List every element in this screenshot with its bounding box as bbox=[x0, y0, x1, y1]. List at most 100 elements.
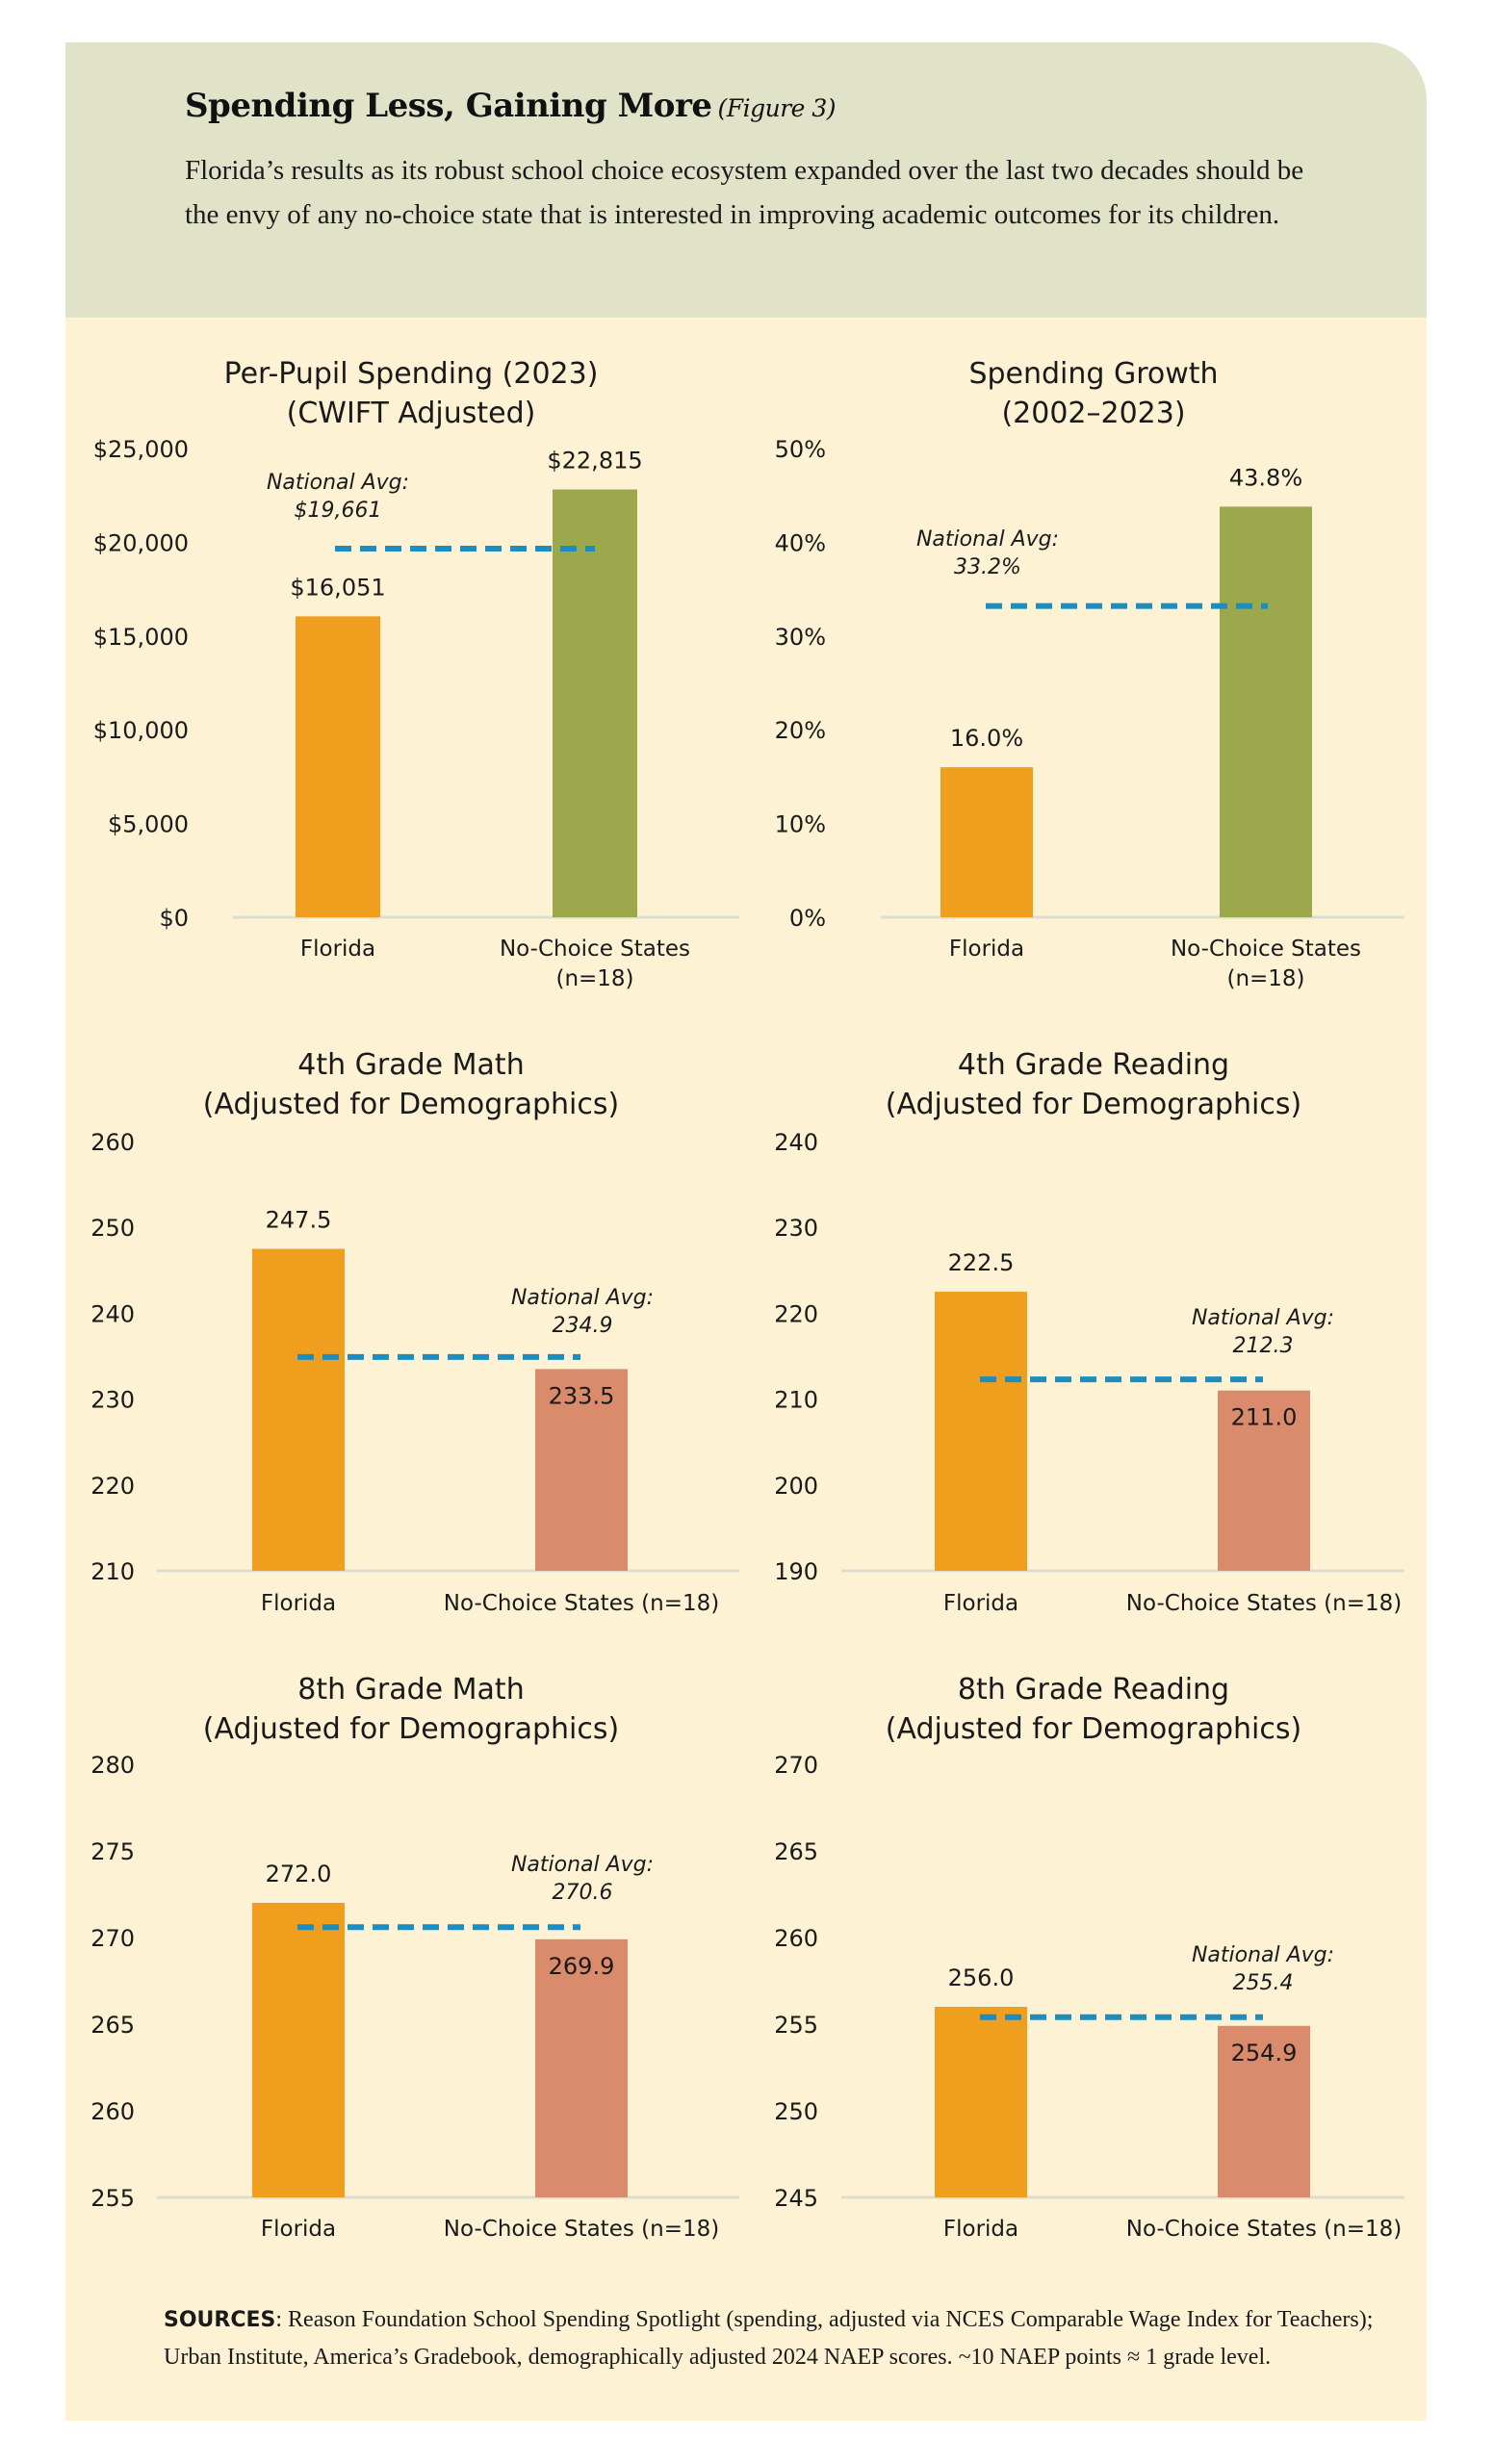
bar-value-label: 256.0 bbox=[948, 1964, 1015, 1991]
national-avg-label: National Avg: bbox=[1192, 1306, 1334, 1330]
x-category-label: Florida bbox=[261, 1591, 336, 1616]
x-category-label: No-Choice States (n=18) bbox=[444, 2217, 719, 2242]
chart-1: Spending Growth (2002–2023) 0% 10% 20% 30% 40%… bbox=[775, 357, 1404, 991]
bar-florida bbox=[252, 1903, 345, 2197]
y-tick-label: 220 bbox=[90, 1473, 135, 1500]
chart-3: 4th Grade Reading (Adjusted for Demograph… bbox=[774, 1048, 1404, 1616]
sources-text: : Reason Foundation School Spending Spot… bbox=[164, 2307, 1374, 2370]
bar-no-choice bbox=[1218, 2025, 1310, 2197]
chart-title: 4th Grade Reading bbox=[958, 1048, 1229, 1082]
chart-0: Per-Pupil Spending (2023) (CWIFT Adjusted… bbox=[93, 357, 739, 991]
chart-title: Spending Growth bbox=[968, 357, 1218, 391]
y-tick-label: 280 bbox=[90, 1752, 135, 1779]
y-tick-label: 260 bbox=[90, 2098, 135, 2125]
national-avg-label: $19,661 bbox=[295, 499, 382, 523]
bar-florida bbox=[935, 1292, 1027, 1571]
bar-value-label: 272.0 bbox=[266, 1861, 332, 1887]
y-tick-label: 260 bbox=[774, 1925, 818, 1952]
x-category-label: Florida bbox=[943, 2217, 1018, 2242]
chart-5: 8th Grade Reading (Adjusted for Demograph… bbox=[774, 1673, 1404, 2242]
national-avg-label: National Avg: bbox=[511, 1286, 654, 1310]
y-tick-label: 200 bbox=[774, 1473, 818, 1500]
bar-value-label: 254.9 bbox=[1231, 2040, 1298, 2066]
y-tick-label: 270 bbox=[774, 1752, 818, 1779]
x-category-label: (n=18) bbox=[1226, 966, 1304, 991]
y-tick-label: 260 bbox=[90, 1129, 135, 1156]
x-category-label: No-Choice States (n=18) bbox=[1126, 2217, 1402, 2242]
y-tick-label: 240 bbox=[774, 1129, 818, 1156]
chart-4: 8th Grade Math (Adjusted for Demographics… bbox=[90, 1673, 739, 2242]
y-tick-label: 190 bbox=[774, 1558, 818, 1585]
chart-title: 8th Grade Math bbox=[297, 1673, 524, 1707]
national-avg-label: National Avg: bbox=[267, 471, 409, 495]
bar-value-label: 211.0 bbox=[1231, 1404, 1298, 1431]
national-avg-label: 212.3 bbox=[1233, 1334, 1294, 1358]
chart-title: (Adjusted for Demographics) bbox=[203, 1712, 619, 1746]
bar-value-label: 16.0% bbox=[950, 725, 1023, 752]
national-avg-label: 270.6 bbox=[553, 1881, 613, 1905]
bar-no-choice bbox=[535, 1938, 628, 2197]
x-category-label: Florida bbox=[261, 2217, 336, 2242]
y-tick-label: $25,000 bbox=[93, 436, 189, 463]
y-tick-label: 220 bbox=[774, 1300, 818, 1327]
bar-value-label: 222.5 bbox=[948, 1249, 1015, 1276]
y-tick-label: 270 bbox=[90, 1925, 135, 1952]
chart-title: (Adjusted for Demographics) bbox=[886, 1712, 1301, 1746]
bar-no-choice bbox=[1218, 1390, 1310, 1571]
chart-title: 4th Grade Math bbox=[297, 1048, 524, 1082]
x-category-label: Florida bbox=[300, 937, 375, 962]
y-tick-label: $15,000 bbox=[93, 624, 189, 651]
bar-no-choice bbox=[535, 1369, 628, 1571]
x-category-label: No-Choice States (n=18) bbox=[444, 1591, 719, 1616]
y-tick-label: $20,000 bbox=[93, 529, 189, 556]
y-tick-label: 250 bbox=[90, 1215, 135, 1242]
figure-title: Spending Less, Gaining More (Figure 3) bbox=[185, 87, 837, 125]
x-category-label: Florida bbox=[943, 1591, 1018, 1616]
y-tick-label: 50% bbox=[775, 436, 826, 463]
chart-title: (Adjusted for Demographics) bbox=[203, 1088, 619, 1121]
bar-value-label: $16,051 bbox=[290, 574, 385, 601]
x-category-label: No-Choice States bbox=[1171, 937, 1361, 962]
y-tick-label: $5,000 bbox=[108, 811, 189, 838]
bar-no-choice bbox=[553, 489, 637, 917]
bar-florida bbox=[940, 767, 1033, 917]
national-avg-label: National Avg: bbox=[1192, 1943, 1334, 1967]
figure-number: (Figure 3) bbox=[717, 94, 837, 122]
national-avg-label: National Avg: bbox=[916, 527, 1059, 552]
y-tick-label: 210 bbox=[774, 1387, 818, 1414]
chart-title: (CWIFT Adjusted) bbox=[287, 397, 536, 430]
x-category-label: (n=18) bbox=[555, 966, 633, 991]
y-tick-label: 0% bbox=[789, 905, 826, 932]
y-tick-label: 275 bbox=[90, 1838, 135, 1865]
y-tick-label: 245 bbox=[774, 2185, 818, 2212]
figure-intro: Florida’s results as its robust school c… bbox=[185, 155, 1304, 230]
bar-florida bbox=[935, 2007, 1027, 2197]
y-tick-label: $10,000 bbox=[93, 717, 189, 744]
bar-value-label: 233.5 bbox=[549, 1382, 615, 1409]
chart-title: Per-Pupil Spending (2023) bbox=[224, 357, 599, 391]
y-tick-label: 230 bbox=[90, 1387, 135, 1414]
national-avg-label: 234.9 bbox=[553, 1314, 613, 1338]
y-tick-label: 240 bbox=[90, 1300, 135, 1327]
x-category-label: No-Choice States (n=18) bbox=[1126, 1591, 1402, 1616]
y-tick-label: 210 bbox=[90, 1558, 135, 1585]
y-tick-label: 265 bbox=[774, 1838, 818, 1865]
figure-header: Spending Less, Gaining More (Figure 3) Fl… bbox=[65, 42, 1427, 318]
sources-label: SOURCES bbox=[164, 2308, 276, 2332]
y-tick-label: 20% bbox=[775, 717, 826, 744]
chart-title: (Adjusted for Demographics) bbox=[886, 1088, 1301, 1121]
bar-no-choice bbox=[1220, 506, 1312, 917]
national-avg-label: National Avg: bbox=[511, 1853, 654, 1877]
y-tick-label: 10% bbox=[775, 811, 826, 838]
chart-title: (2002–2023) bbox=[1001, 397, 1185, 430]
figure-title-text: Spending Less, Gaining More bbox=[185, 87, 712, 125]
y-tick-label: 40% bbox=[775, 529, 826, 556]
x-category-label: No-Choice States bbox=[500, 937, 690, 962]
bar-value-label: 247.5 bbox=[266, 1207, 332, 1234]
bar-value-label: $22,815 bbox=[547, 448, 642, 475]
chart-title: 8th Grade Reading bbox=[958, 1673, 1229, 1707]
y-tick-label: 255 bbox=[90, 2185, 135, 2212]
y-tick-label: 255 bbox=[774, 2012, 818, 2039]
bar-florida bbox=[252, 1248, 345, 1571]
